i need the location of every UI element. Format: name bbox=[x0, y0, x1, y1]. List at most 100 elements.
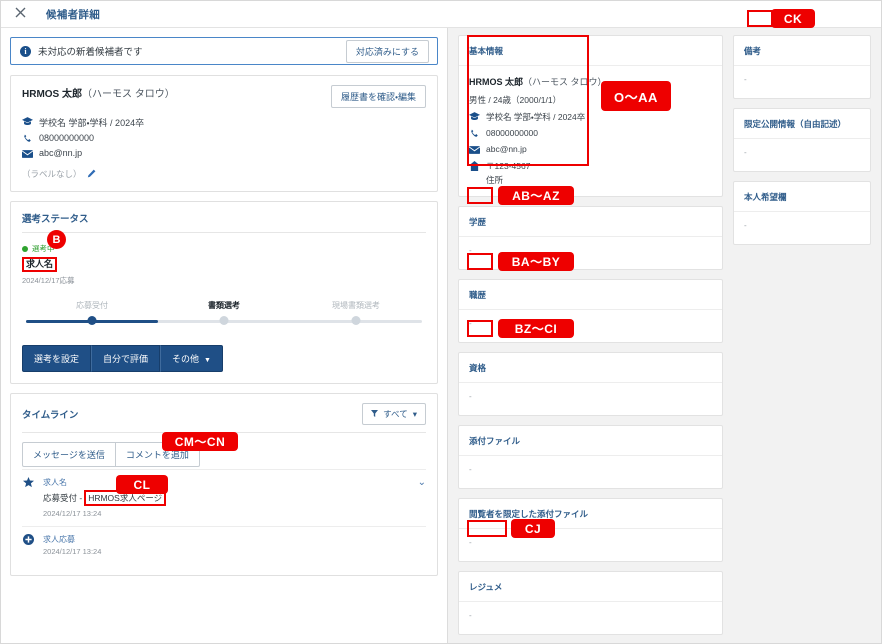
status-dot-icon bbox=[22, 245, 28, 252]
remarks-value: - bbox=[734, 65, 870, 98]
work-history-value: - bbox=[459, 309, 722, 342]
limited-info-title: 限定公開情報（自由記述） bbox=[744, 119, 847, 129]
job-name[interactable]: 求人名 bbox=[22, 257, 58, 272]
basic-info-school-row: 学校名 学部・学科 / 2024卒 bbox=[469, 111, 712, 123]
divider bbox=[22, 232, 426, 233]
limited-info-card: 限定公開情報（自由記述） - bbox=[733, 108, 871, 172]
basic-info-gender-age-row: 男性 / 24歳（2000/1/1） bbox=[469, 94, 712, 106]
education-card: 学歴 - bbox=[458, 206, 723, 270]
timeline-filter-button[interactable]: すべて ▾ bbox=[362, 403, 426, 425]
step-label-3: 現場書類選考 bbox=[332, 301, 380, 310]
stepper-labels: 応募受付 書類選考 現場書類選考 bbox=[26, 300, 422, 312]
more-actions-button[interactable]: その他 ▼ bbox=[160, 345, 223, 372]
timeline-item-sub: 応募受付 - HRMOS求人ページ bbox=[43, 490, 410, 506]
step-knob-1[interactable] bbox=[87, 316, 97, 325]
basic-info-phone: 08000000000 bbox=[486, 128, 539, 138]
right-column: 備考 - 限定公開情報（自由記述） - 本人希望欄 - bbox=[733, 28, 881, 643]
basic-info-address: 住所 bbox=[486, 175, 504, 185]
status-badge: 選考中 bbox=[32, 244, 55, 253]
candidate-email-row: abc@nn.jp bbox=[22, 148, 426, 159]
left-column: i 未対応の新着候補者です 対応済みにする HRMOS 太郎（ハーモス タロウ）… bbox=[1, 28, 448, 643]
timeline-action-buttons: メッセージを送信 コメントを追加 bbox=[22, 442, 426, 467]
plus-circle-icon bbox=[22, 534, 35, 550]
work-history-card: 職歴 - bbox=[458, 279, 723, 343]
chevron-down-icon[interactable]: ⌄ bbox=[417, 477, 426, 488]
middle-column: 基本情報 HRMOS 太郎（ハーモス タロウ） 男性 / 24歳（2000/1/… bbox=[448, 28, 733, 643]
restricted-attachment-card: 閲覧者を限定した添付ファイル - bbox=[458, 498, 723, 562]
timeline-header: タイムライン すべて ▾ bbox=[22, 403, 426, 425]
alert-message: i 未対応の新着候補者です bbox=[20, 44, 143, 58]
phone-icon bbox=[22, 133, 33, 144]
home-icon bbox=[469, 160, 480, 171]
candidate-school-row: 学校名 学部・学科 / 2024卒 bbox=[22, 116, 426, 129]
selection-status-title: 選考ステータス bbox=[22, 214, 89, 225]
candidate-summary-card: HRMOS 太郎（ハーモス タロウ） 履歴書を確認・編集 学校名 学部・学科 /… bbox=[10, 75, 438, 192]
personal-request-card: 本人希望欄 - bbox=[733, 181, 871, 245]
candidate-email-text: abc@nn.jp bbox=[39, 148, 83, 158]
basic-info-body: HRMOS 太郎（ハーモス タロウ） 男性 / 24歳（2000/1/1） 学校… bbox=[459, 65, 722, 196]
qualification-card: 資格 - bbox=[458, 352, 723, 416]
timeline-item-title: 求人名 bbox=[43, 478, 67, 487]
selection-state: 選考中 bbox=[22, 243, 426, 254]
add-comment-button[interactable]: コメントを追加 bbox=[115, 442, 200, 467]
basic-info-gender-age: 男性 / 24歳（2000/1/1） bbox=[469, 95, 562, 105]
chevron-down-icon: ▾ bbox=[412, 408, 417, 419]
candidate-contact-list: 学校名 学部・学科 / 2024卒 08000000000 abc@nn.jp bbox=[22, 116, 426, 159]
basic-info-postal: 〒123-4567 bbox=[486, 161, 531, 171]
mark-handled-button[interactable]: 対応済みにする bbox=[345, 39, 429, 63]
send-message-button[interactable]: メッセージを送信 bbox=[22, 442, 116, 467]
basic-info-name: HRMOS 太郎（ハーモス タロウ） bbox=[469, 75, 712, 88]
timeline-filter-label: すべて bbox=[383, 409, 408, 419]
personal-request-value: - bbox=[734, 211, 870, 244]
pencil-icon[interactable] bbox=[87, 169, 96, 180]
basic-info-school: 学校名 学部・学科 / 2024卒 bbox=[486, 112, 586, 122]
phone-icon bbox=[469, 128, 480, 139]
candidate-header: HRMOS 太郎（ハーモス タロウ） 履歴書を確認・編集 bbox=[22, 85, 426, 108]
info-icon: i bbox=[20, 45, 31, 57]
alert-text: 未対応の新着候補者です bbox=[38, 47, 143, 58]
selection-stepper: 応募受付 書類選考 現場書類選考 bbox=[26, 300, 422, 330]
limited-info-value: - bbox=[734, 138, 870, 171]
content-area: i 未対応の新着候補者です 対応済みにする HRMOS 太郎（ハーモス タロウ）… bbox=[1, 28, 881, 643]
divider bbox=[22, 432, 426, 433]
candidate-phone-text: 08000000000 bbox=[39, 133, 95, 143]
remarks-title: 備考 bbox=[744, 46, 762, 56]
candidate-school-text: 学校名 学部・学科 / 2024卒 bbox=[39, 118, 145, 128]
job-name-row: 求人名 bbox=[22, 257, 426, 272]
candidate-label-row: （ラベルなし） bbox=[22, 168, 426, 180]
timeline-title: タイムライン bbox=[22, 410, 79, 421]
view-edit-resume-button[interactable]: 履歴書を確認・編集 bbox=[330, 85, 426, 108]
basic-info-card: 基本情報 HRMOS 太郎（ハーモス タロウ） 男性 / 24歳（2000/1/… bbox=[458, 35, 723, 197]
qualification-title: 資格 bbox=[469, 363, 487, 373]
applied-date: 2024/12/17応募 bbox=[22, 276, 75, 285]
restricted-attachment-title: 閲覧者を限定した添付ファイル bbox=[469, 509, 589, 519]
timeline-item[interactable]: 求人名 応募受付 - HRMOS求人ページ 2024/12/17 13:24 ⌄ bbox=[22, 469, 426, 526]
step-label-2: 書類選考 bbox=[208, 301, 240, 310]
resume-title: レジュメ bbox=[469, 582, 503, 592]
timeline-item-sub-prefix: 応募受付 - bbox=[43, 493, 83, 503]
mail-icon bbox=[469, 144, 480, 155]
page-title: 候補者詳細 bbox=[46, 8, 100, 21]
attachment-title: 添付ファイル bbox=[469, 436, 521, 446]
basic-info-title: 基本情報 bbox=[469, 46, 504, 56]
timeline-item-source: HRMOS求人ページ bbox=[84, 490, 167, 506]
set-selection-button[interactable]: 選考を設定 bbox=[22, 345, 92, 372]
candidate-name-main: HRMOS 太郎 bbox=[22, 89, 82, 100]
timeline-item-body: 求人名 応募受付 - HRMOS求人ページ 2024/12/17 13:24 bbox=[43, 477, 410, 518]
restricted-attachment-value: - bbox=[459, 528, 722, 561]
timeline-item-time: 2024/12/17 13:24 bbox=[43, 547, 102, 556]
timeline-item[interactable]: 求人応募 2024/12/17 13:24 bbox=[22, 526, 426, 564]
self-evaluate-button[interactable]: 自分で評価 bbox=[91, 345, 161, 372]
candidate-name: HRMOS 太郎（ハーモス タロウ） bbox=[22, 85, 175, 100]
step-knob-3[interactable] bbox=[351, 316, 361, 325]
education-value: - bbox=[459, 236, 722, 269]
new-candidate-alert: i 未対応の新着候補者です 対応済みにする bbox=[10, 37, 438, 65]
close-icon[interactable] bbox=[13, 7, 27, 21]
work-history-title: 職歴 bbox=[469, 290, 487, 300]
more-actions-label: その他 bbox=[172, 354, 200, 364]
basic-info-phone-row: 08000000000 bbox=[469, 128, 712, 139]
step-knob-2[interactable] bbox=[219, 316, 229, 325]
timeline-item-time: 2024/12/17 13:24 bbox=[43, 509, 102, 518]
education-title: 学歴 bbox=[469, 217, 487, 227]
